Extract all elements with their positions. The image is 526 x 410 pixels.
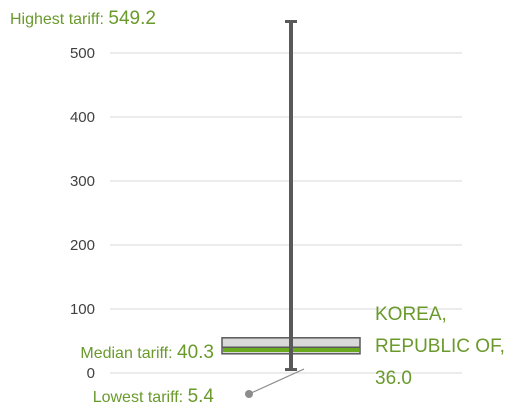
y-tick-label-100: 100	[70, 301, 95, 318]
y-tick-label-300: 300	[70, 173, 95, 190]
box-plot	[221, 20, 361, 372]
lowest-leader-dot	[245, 390, 253, 398]
annotations: Highest tariff: 549.2 Median tariff: 40.3…	[10, 8, 505, 407]
y-tick-label-500: 500	[70, 45, 95, 62]
lowest-tariff-label: Lowest tariff: 5.4	[93, 386, 215, 407]
gridlines	[110, 52, 462, 374]
highlight-value-label: 36.0	[375, 368, 412, 389]
y-axis-ticks: 0 100 200 300 400 500	[70, 45, 95, 382]
y-tick-label-200: 200	[70, 237, 95, 254]
lowest-leader-line	[248, 368, 305, 395]
highest-tariff-label: Highest tariff: 549.2	[10, 8, 156, 29]
highlight-country-line1: KOREA,	[375, 304, 447, 325]
y-tick-label-0: 0	[87, 365, 95, 382]
y-tick-label-400: 400	[70, 109, 95, 126]
median-tariff-label: Median tariff: 40.3	[80, 342, 214, 363]
highlight-country-line2: REPUBLIC OF,	[375, 336, 505, 357]
